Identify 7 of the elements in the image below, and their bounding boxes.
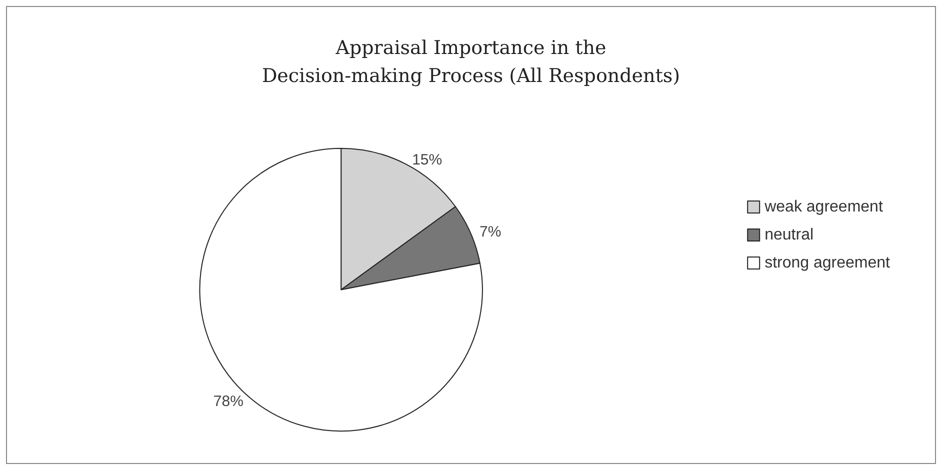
data-label: 7% [479,223,502,240]
data-label: 15% [412,152,442,169]
legend-label: neutral [764,226,814,244]
data-label: 78% [213,393,244,410]
legend-label: weak agreement [764,198,884,216]
chart-title: Appraisal Importance in the Decision-making Process (All Respondents) [262,37,680,87]
legend-label: strong agreement [764,254,891,272]
